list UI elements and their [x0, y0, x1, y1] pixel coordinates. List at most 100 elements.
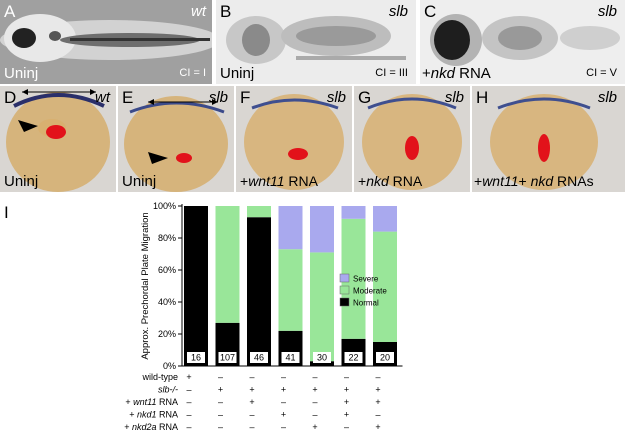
condition-mark: –: [312, 410, 317, 420]
n-count-box: [187, 352, 205, 363]
condition-row-label: wild-type: [141, 372, 178, 382]
legend-label-severe: Severe: [353, 275, 379, 284]
panel-b-ci: CI = III: [375, 67, 408, 79]
condition-mark: –: [218, 410, 223, 420]
n-count-label: 46: [254, 353, 264, 363]
panel-h-treatment-suffix: RNAs: [553, 173, 594, 189]
condition-row-label: + nkd2a RNA: [124, 422, 178, 432]
condition-mark: –: [249, 410, 254, 420]
legend-swatch-severe: [339, 273, 350, 283]
panel-a-larva-image: [0, 0, 212, 84]
n-count-box: [281, 352, 300, 363]
condition-label-suffix: RNA: [156, 422, 178, 432]
panel-f-treatment-prefix: +: [240, 173, 249, 189]
condition-row-label: slb-/-: [158, 385, 178, 395]
panel-f: F slb +wnt11 RNA: [236, 86, 352, 192]
panel-e-letter: E: [122, 88, 134, 107]
panel-g-treatment-gene: nkd: [366, 173, 389, 189]
panel-c-treatment-suffix: RNA: [454, 65, 491, 82]
panel-c-letter: C: [424, 2, 437, 21]
panel-h: H slb +wnt11+ nkd RNAs: [472, 86, 625, 192]
bar-segment-severe: [278, 206, 303, 250]
panel-h-letter: H: [476, 88, 489, 107]
condition-mark: –: [344, 372, 349, 382]
condition-mark: +: [186, 372, 191, 382]
bar-segment-normal: [310, 361, 334, 366]
condition-mark: +: [344, 397, 349, 407]
condition-label-suffix: RNA: [156, 397, 178, 407]
n-count-label: 41: [285, 353, 295, 363]
y-tick-label: 100%: [153, 201, 176, 211]
y-tick-label: 40%: [158, 297, 176, 307]
condition-mark: –: [375, 410, 380, 420]
n-count-box: [344, 352, 363, 363]
panel-g-treatment-suffix: RNA: [388, 173, 423, 189]
bar-segment-severe: [341, 206, 366, 219]
bar-segment-normal: [184, 206, 208, 366]
panel-a-treatment: Uninj: [4, 65, 39, 82]
condition-label-prefix: +: [125, 397, 133, 407]
condition-mark: +: [312, 422, 317, 432]
n-count-label: 20: [380, 353, 390, 363]
condition-label-prefix: +: [129, 410, 137, 420]
panel-h-genotype: slb: [597, 89, 617, 106]
condition-mark: –: [249, 372, 254, 382]
legend-label-moderate: Moderate: [353, 287, 387, 296]
bar-segment-moderate: [310, 252, 334, 362]
bar-segment-normal: [247, 217, 271, 366]
n-count-box: [313, 352, 331, 363]
panel-c-genotype: slb: [597, 3, 617, 20]
condition-mark: –: [344, 422, 349, 432]
panel-a-genotype: wt: [191, 3, 206, 20]
legend-swatch-moderate: [339, 285, 350, 295]
panel-a: A wt Uninj CI = I: [0, 0, 212, 84]
y-tick-label: 20%: [158, 329, 176, 339]
condition-mark: –: [186, 397, 191, 407]
panel-h-treatment-gene2: nkd: [530, 173, 554, 189]
panel-g-genotype: slb: [444, 89, 464, 106]
condition-mark: –: [218, 422, 223, 432]
condition-mark: –: [186, 410, 191, 420]
condition-mark: +: [344, 410, 349, 420]
condition-label-suffix: RNA: [156, 410, 178, 420]
panel-d: D wt Uninj: [0, 86, 116, 192]
condition-mark: –: [281, 397, 286, 407]
condition-label-prefix: +: [124, 422, 132, 432]
condition-row-label: + nkd1 RNA: [129, 410, 178, 420]
panel-a-ci: CI = I: [179, 67, 206, 79]
condition-mark: –: [218, 397, 223, 407]
panel-e-embryo-image: [118, 86, 234, 192]
bar-segment-moderate: [278, 249, 303, 331]
bar-segment-moderate: [247, 206, 271, 218]
condition-mark: +: [375, 385, 380, 395]
condition-mark: +: [375, 422, 380, 432]
n-count-label: 22: [348, 353, 358, 363]
condition-row-label: + wnt11 RNA: [125, 397, 178, 407]
y-tick-label: 60%: [158, 265, 176, 275]
panel-h-treatment: +wnt11+ nkd RNAs: [474, 174, 594, 188]
panel-c-treatment-gene: nkd: [430, 65, 455, 82]
condition-mark: –: [312, 372, 317, 382]
bar-segment-severe: [310, 206, 334, 253]
condition-mark: –: [186, 385, 191, 395]
panel-f-genotype: slb: [326, 89, 346, 106]
panel-d-treatment: Uninj: [4, 173, 39, 190]
panel-h-embryo-image: [472, 86, 625, 192]
n-count-box: [250, 352, 268, 363]
condition-label-gene: slb-/-: [158, 385, 178, 395]
legend-label-normal: Normal: [353, 299, 379, 308]
condition-label-gene: nkd1: [137, 410, 157, 420]
condition-mark: –: [186, 422, 191, 432]
panel-c-larva-image: [420, 0, 625, 84]
panel-b-larva-image: [216, 0, 416, 84]
condition-mark: –: [218, 372, 223, 382]
panel-c-treatment: +nkd RNA: [422, 66, 491, 81]
y-tick-label: 0%: [163, 361, 176, 371]
panel-f-treatment-gene: wnt11: [248, 173, 285, 189]
panel-b: B slb Uninj CI = III: [216, 0, 416, 84]
condition-mark: –: [249, 422, 254, 432]
bar-segment-severe: [373, 206, 397, 232]
n-count-box: [218, 352, 237, 363]
legend-swatch-normal: [339, 297, 350, 307]
panel-h-treatment-prefix: +: [474, 173, 483, 189]
